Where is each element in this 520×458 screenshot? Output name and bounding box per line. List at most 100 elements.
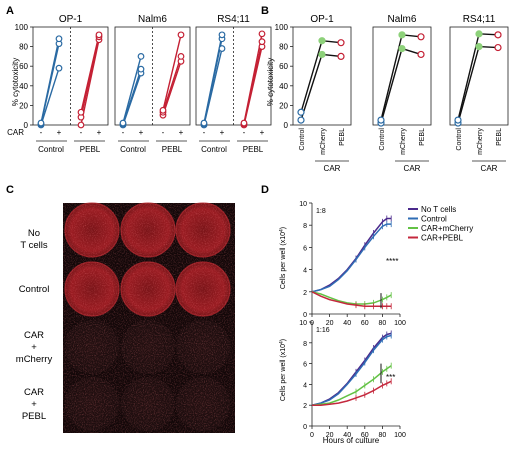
panel-c-image [63,202,235,433]
panel-b-ytick-label: 100 [275,23,289,32]
panel-b-point [494,43,502,52]
panel-b-series-line [300,53,342,121]
panel-a-xtick-label: - [122,128,125,137]
panel-b-xtick-label: PEBL [496,128,503,146]
panel-a-point [200,119,208,127]
panel-d-ytick-label: 8 [303,223,307,230]
panel-a-point [258,30,266,38]
panel-c-row-label: PEBL [22,411,46,422]
panel-b-point [318,50,326,59]
panel-b-point [475,42,483,51]
panel-a-group-label: Control [201,145,227,154]
panel-a-xtick-label: - [162,128,165,137]
panel-a-control-line [40,38,60,124]
panel-a-point [218,45,226,52]
panel-b-frame [449,26,509,126]
panel-b-xtick-label: PEBL [419,128,426,146]
panel-d-xlabel: Hours of culture [323,436,380,445]
panel-letter-d: D [261,184,269,196]
panel-a-point [95,31,103,39]
panel-a-xtick-label: - [40,128,43,137]
panel-b-point [377,116,385,124]
panel-b-point [297,108,305,116]
panel-a-point [258,38,266,46]
panel-d-xtick-label: 60 [361,320,369,327]
legend-label: CAR+mCherry [421,224,473,233]
panel-a-point [240,119,248,127]
panel-d-xtick-label: 40 [343,320,351,327]
panel-b-chart: OP-1 0 20 40 60 80 100 Control mCherry PEBL CAR Nal… [275,14,509,173]
panel-a-control-line [40,67,60,126]
legend-label: CAR+PEBL [421,234,464,243]
panel-d-xtick-label: 20 [326,320,334,327]
panel-d-subplot-title: 1:8 [316,208,326,215]
panel-d-ytick-label: 0 [303,312,307,319]
panel-b-ytick-label: 60 [279,62,288,71]
panel-d-series-line [311,291,392,307]
panel-a-xtick-label: - [243,128,246,137]
panel-d-xtick-label: 40 [343,432,351,439]
panel-a-subplot-title: OP-1 [59,14,83,25]
legend-label: No T cells [421,205,456,214]
panel-d-ytick-label: 10 [299,201,307,208]
panel-a-ytick-label: 100 [15,23,29,32]
panel-a-xtick-label: + [97,128,102,137]
panel-d-xtick-label: 0 [310,432,314,439]
panel-a-point [218,31,226,39]
panel-b-ytick-label: 40 [279,82,288,91]
panel-d-xtick-label: 100 [394,320,406,327]
panel-a-xtick-label: - [203,128,206,137]
panel-b-point [494,31,502,39]
panel-d-subplot-title: 1:16 [316,327,330,334]
panel-c-row-label: + [31,399,37,410]
sig-bottom: *** [386,373,395,382]
image-noise [63,203,235,433]
panel-a-ytick-label: 0 [24,121,29,130]
panel-a-pebl-line [162,61,182,116]
panel-b-series-line [380,47,422,124]
panel-b-point [337,39,345,47]
panel-b-xtick-label: Control [456,128,463,151]
panel-a-xtick-label: + [57,128,62,137]
panel-a-point [77,121,85,129]
panel-b-point [297,116,305,124]
panel-a-xtick-label: + [220,128,225,137]
panel-a-xtick-label: + [179,128,184,137]
panel-a-point [137,65,145,73]
panel-a-control-line [122,56,142,124]
panel-a-subplot-title: Nalm6 [138,14,167,25]
panel-a-xtick-label: + [260,128,265,137]
panel-a-subplot-title: RS4;11 [217,14,250,25]
panel-letter-c: C [6,184,14,196]
panel-a-point [177,31,185,39]
panel-a-point [55,64,63,72]
panel-d-top-ylabel: Cells per well (x104) [279,227,287,289]
panel-c-row-label: T cells [20,240,48,251]
panel-b-xtick-label: PEBL [339,128,346,146]
panel-c-row-label: mCherry [16,354,53,365]
panel-letter-b: B [261,5,269,17]
panel-c-row-label: Control [19,284,50,295]
panel-b-group-label: CAR [481,164,498,173]
panel-d-ytick-label: 8 [303,341,307,348]
panel-d-chart: 02468100204060801001:8024681002040608010… [299,201,406,439]
panel-a-xtick-label: + [139,128,144,137]
panel-b-frame [372,26,432,126]
panel-b-point [475,30,483,38]
panel-a-point [137,53,145,60]
panel-a-point [177,53,185,60]
panel-d-bottom-ylabel: Cells per well (x104) [279,339,287,401]
panel-b-xtick-label: Control [379,128,386,151]
panel-d-xtick-label: 100 [394,432,406,439]
panel-a-ytick-label: 60 [19,62,28,71]
panel-d-ytick-label: 0 [303,424,307,431]
panel-b-ytick-label: 0 [284,121,289,130]
panel-b-group-label: CAR [404,164,421,173]
panel-a-pebl-line [243,33,263,124]
panel-b-point [417,50,425,59]
panel-a-chart: OP-1 0 20 40 60 80 100 - + - + Control PEBL Nalm6 - + - +… [7,14,272,154]
panel-d-xtick-label: 80 [379,320,387,327]
panel-a-ytick-label: 20 [19,101,28,110]
panel-d-ytick-label: 4 [303,382,307,389]
